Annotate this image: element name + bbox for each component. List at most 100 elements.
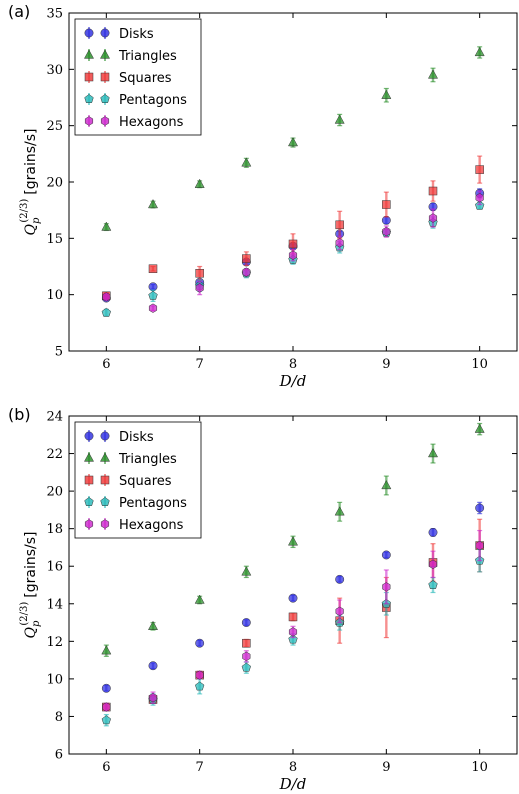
data-point-triangle [194, 594, 205, 604]
legend-marker-pentagon [84, 94, 94, 103]
data-point-triangle [474, 423, 485, 433]
legend-label: Squares [119, 71, 172, 86]
y-tick-label: 8 [55, 710, 63, 725]
y-tick-label: 12 [46, 635, 63, 650]
legend-marker-square [100, 475, 110, 485]
data-point-triangle [147, 199, 159, 209]
y-tick-label: 20 [46, 176, 63, 191]
y-tick-label: 25 [46, 119, 63, 134]
legend-marker-square [84, 72, 94, 82]
y-tick-label: 30 [46, 63, 63, 78]
legend-marker-triangle [99, 49, 111, 59]
data-point-hexagon [428, 213, 438, 223]
data-point-hexagon [288, 627, 298, 637]
x-tick-label: 9 [382, 357, 390, 372]
legend-marker-circle [100, 28, 110, 38]
series-hexagons [102, 190, 484, 313]
legend-label: Pentagons [119, 93, 187, 108]
data-point-pentagon [194, 681, 205, 691]
x-tick-label: 6 [102, 357, 110, 372]
y-label-superscript: (2/3) [19, 602, 30, 626]
series-hexagons [102, 529, 484, 712]
y-label-unit: [grains/s] [23, 531, 39, 597]
data-point-square [195, 269, 204, 278]
x-tick-label: 10 [471, 760, 488, 775]
data-point-triangle [427, 448, 439, 458]
data-point-hexagon [475, 540, 484, 551]
data-point-hexagon [428, 559, 438, 570]
data-point-pentagon [474, 200, 485, 210]
y-label-symbol: Q [23, 627, 39, 639]
data-point-triangle [381, 479, 392, 490]
data-point-square [382, 200, 391, 209]
series-triangles [101, 46, 485, 232]
y-tick-label: 18 [46, 522, 63, 537]
panel-a: 6 7 8 9 10 5 10 15 20 25 30 35 (a) D/d Qp(2/3) [grains/… [8, 2, 518, 390]
data-point-square [242, 254, 251, 263]
data-point-pentagon [288, 634, 298, 644]
series-triangles [101, 422, 485, 657]
legend-label: Pentagons [119, 496, 187, 511]
data-point-square [288, 239, 298, 249]
y-tick-label: 10 [46, 288, 63, 303]
data-point-hexagon [102, 702, 111, 712]
legend-marker-pentagon [84, 497, 94, 506]
legend: Disks Triangles Squares Pentagons Hexagons [74, 18, 202, 136]
data-point-triangle [474, 46, 485, 57]
legend-marker-circle [84, 431, 94, 441]
data-point-triangle [241, 157, 252, 167]
x-tick-label: 7 [196, 760, 204, 775]
data-point-circle [428, 527, 438, 537]
data-point-pentagon [241, 662, 252, 672]
data-point-hexagon [195, 283, 204, 293]
y-tick-label: 14 [46, 597, 63, 612]
legend-label: Triangles [118, 452, 177, 467]
legend-label: Squares [119, 474, 172, 489]
legend-box [74, 421, 202, 539]
legend-marker-circle [84, 28, 94, 38]
legend-marker-triangle [83, 49, 95, 59]
y-tick-label: 22 [46, 447, 63, 462]
data-point-triangle [381, 89, 392, 99]
data-point-triangle [147, 620, 159, 630]
legend-marker-square [100, 72, 110, 82]
legend-marker-triangle [83, 452, 95, 462]
x-axis-label: D/d [279, 775, 307, 793]
y-label-symbol: Q [23, 224, 39, 236]
y-axis-label: Qp(2/3) [grains/s] [19, 128, 42, 235]
legend-marker-square [84, 475, 94, 485]
y-axis-label: Qp(2/3) [grains/s] [19, 531, 42, 638]
data-point-hexagon [102, 292, 111, 302]
data-point-triangle [287, 137, 299, 147]
data-point-circle [195, 638, 205, 648]
legend-marker-triangle [99, 452, 111, 462]
data-point-triangle [194, 178, 205, 188]
y-tick-label: 20 [46, 485, 63, 500]
y-tick-label: 16 [46, 560, 63, 575]
data-point-triangle [101, 221, 112, 231]
x-tick-label: 10 [471, 357, 488, 372]
series-squares [102, 155, 484, 301]
legend-label: Hexagons [119, 518, 184, 533]
data-point-triangle [241, 566, 252, 576]
x-tick-label: 7 [196, 357, 204, 372]
legend-label: Disks [119, 430, 154, 445]
legend-marker-circle [100, 431, 110, 441]
legend-marker-pentagon [100, 497, 110, 506]
data-point-circle [381, 550, 391, 560]
data-point-hexagon [475, 193, 484, 203]
data-point-hexagon [382, 226, 391, 237]
data-point-circle [241, 618, 251, 628]
data-point-square [335, 220, 344, 230]
legend-marker-hexagon [100, 116, 110, 126]
data-point-hexagon [335, 238, 344, 248]
y-label-superscript: (2/3) [19, 199, 30, 223]
x-tick-label: 9 [382, 760, 390, 775]
data-point-circle [101, 683, 111, 693]
data-point-square [288, 612, 298, 622]
x-tick-label: 8 [289, 357, 297, 372]
data-point-square [242, 638, 251, 648]
panel-label: (a) [8, 2, 30, 21]
series-disks [101, 501, 485, 693]
